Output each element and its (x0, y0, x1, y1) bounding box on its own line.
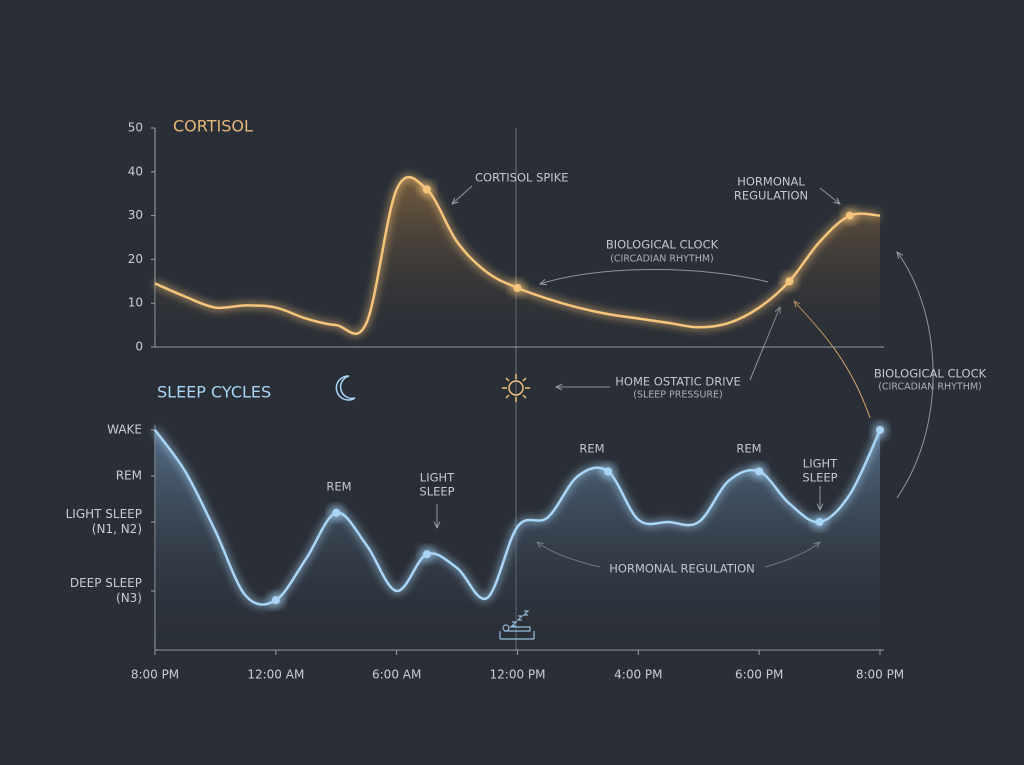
annotation: REM (326, 480, 351, 494)
point (513, 283, 522, 292)
chart-title: CORTISOL (173, 117, 253, 136)
y-tick-label: 40 (128, 164, 143, 178)
annotation: HORMONAL REGULATION (609, 562, 755, 576)
point (422, 185, 431, 194)
moon-icon (335, 375, 356, 401)
point (755, 467, 764, 476)
annotation: SLEEP (802, 471, 837, 485)
y-tick-label: WAKE (107, 423, 142, 437)
annotation: LIGHT (803, 457, 838, 471)
x-tick-label: 4:00 PM (614, 668, 662, 682)
x-tick-label: 12:00 PM (490, 668, 546, 682)
point (332, 508, 341, 517)
annotation: (CIRCADIAN RHYTHM) (610, 254, 714, 265)
annotation: BIOLOGICAL CLOCK (874, 367, 987, 381)
annotation: (CIRCADIAN RHYTHM) (878, 382, 982, 393)
y-tick-label: DEEP SLEEP (70, 576, 142, 590)
point (845, 211, 854, 220)
area-fill (155, 430, 880, 650)
y-tick-label: LIGHT SLEEP (66, 507, 142, 521)
point (876, 426, 884, 434)
annotation: BIOLOGICAL CLOCK (606, 238, 719, 252)
point (604, 467, 613, 476)
point (785, 277, 794, 286)
point (422, 550, 431, 559)
x-tick-label: 8:00 PM (856, 668, 904, 682)
point (271, 596, 280, 605)
annotation: REM (736, 442, 761, 456)
y-tick-label: REM (116, 469, 142, 483)
y-tick-label: 0 (135, 340, 143, 354)
area-fill (155, 177, 880, 347)
x-tick-label: 6:00 PM (735, 668, 783, 682)
y-tick-label: 50 (128, 121, 143, 135)
y-tick-label: 20 (128, 252, 143, 266)
sun-icon (502, 374, 530, 402)
annotation: (SLEEP PRESSURE) (633, 390, 722, 401)
y-tick-label: 10 (128, 296, 143, 310)
y-tick-label: (N1, N2) (92, 522, 142, 536)
annotation: HOME OSTATIC DRIVE (615, 375, 740, 389)
annotation: REM (579, 442, 604, 456)
annotation: LIGHT (420, 471, 455, 485)
point (815, 518, 824, 526)
y-tick-label: 30 (128, 208, 143, 222)
y-tick-label: (N3) (116, 591, 142, 605)
annotation: SLEEP (419, 485, 454, 499)
x-tick-label: 12:00 AM (247, 668, 304, 682)
x-tick-label: 8:00 PM (131, 668, 179, 682)
annotation: REGULATION (734, 189, 808, 203)
x-tick-label: 6:00 AM (372, 668, 421, 682)
annotation: HORMONAL (737, 175, 805, 189)
chart-title: SLEEP CYCLES (157, 383, 271, 402)
annotation: CORTISOL SPIKE (475, 171, 569, 185)
